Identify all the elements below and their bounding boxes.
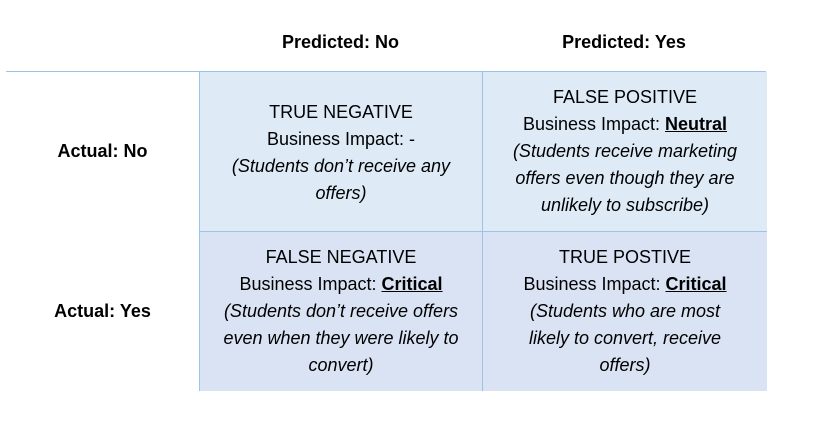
cell-true-negative: TRUE NEGATIVE Business Impact: - (Studen… [200,72,483,232]
impact-value: Critical [381,274,443,294]
cell-impact: Business Impact: Critical [239,271,442,298]
impact-label: Business Impact: [523,274,666,294]
row-header-label: Actual: Yes [54,300,151,321]
impact-value: Neutral [665,114,728,134]
impact-label: Business Impact: [239,274,382,294]
column-header-predicted-yes: Predicted: Yes [562,32,686,52]
row-header-actual-no: Actual: No [6,72,199,231]
matrix-grid: TRUE NEGATIVE Business Impact: - (Studen… [199,72,767,391]
impact-label: Business Impact: [522,114,666,134]
cell-description: (Students don’t receive any offers) [231,155,451,203]
cell-title: FALSE POSITIVE [552,87,698,107]
cell-impact: Business Impact: - [267,126,415,153]
cell-description: (Students who are most likely to convert… [528,301,722,375]
cell-description: (Students receive marketing offers even … [512,141,738,215]
cell-title: TRUE NEGATIVE [269,101,413,122]
cell-impact: Business Impact: Critical [523,271,726,298]
row-header-label: Actual: No [57,141,148,161]
cell-title: FALSE NEGATIVE [265,247,417,267]
cell-true-positive: TRUE POSTIVE Business Impact: Critical (… [483,232,767,391]
cell-false-negative: FALSE NEGATIVE Business Impact: Critical… [200,232,483,391]
impact-label: Business Impact: [266,128,410,149]
row-header-actual-yes: Actual: Yes [6,232,199,390]
column-header-predicted-no: Predicted: No [281,32,400,52]
impact-value: - [409,128,416,149]
cell-impact: Business Impact: Neutral [523,111,727,138]
header-divider [6,71,766,72]
cell-description: (Students don’t receive offers even when… [223,301,459,375]
cell-title: TRUE POSTIVE [558,247,692,267]
impact-value: Critical [665,274,727,294]
cell-false-positive: FALSE POSITIVE Business Impact: Neutral … [483,72,767,232]
